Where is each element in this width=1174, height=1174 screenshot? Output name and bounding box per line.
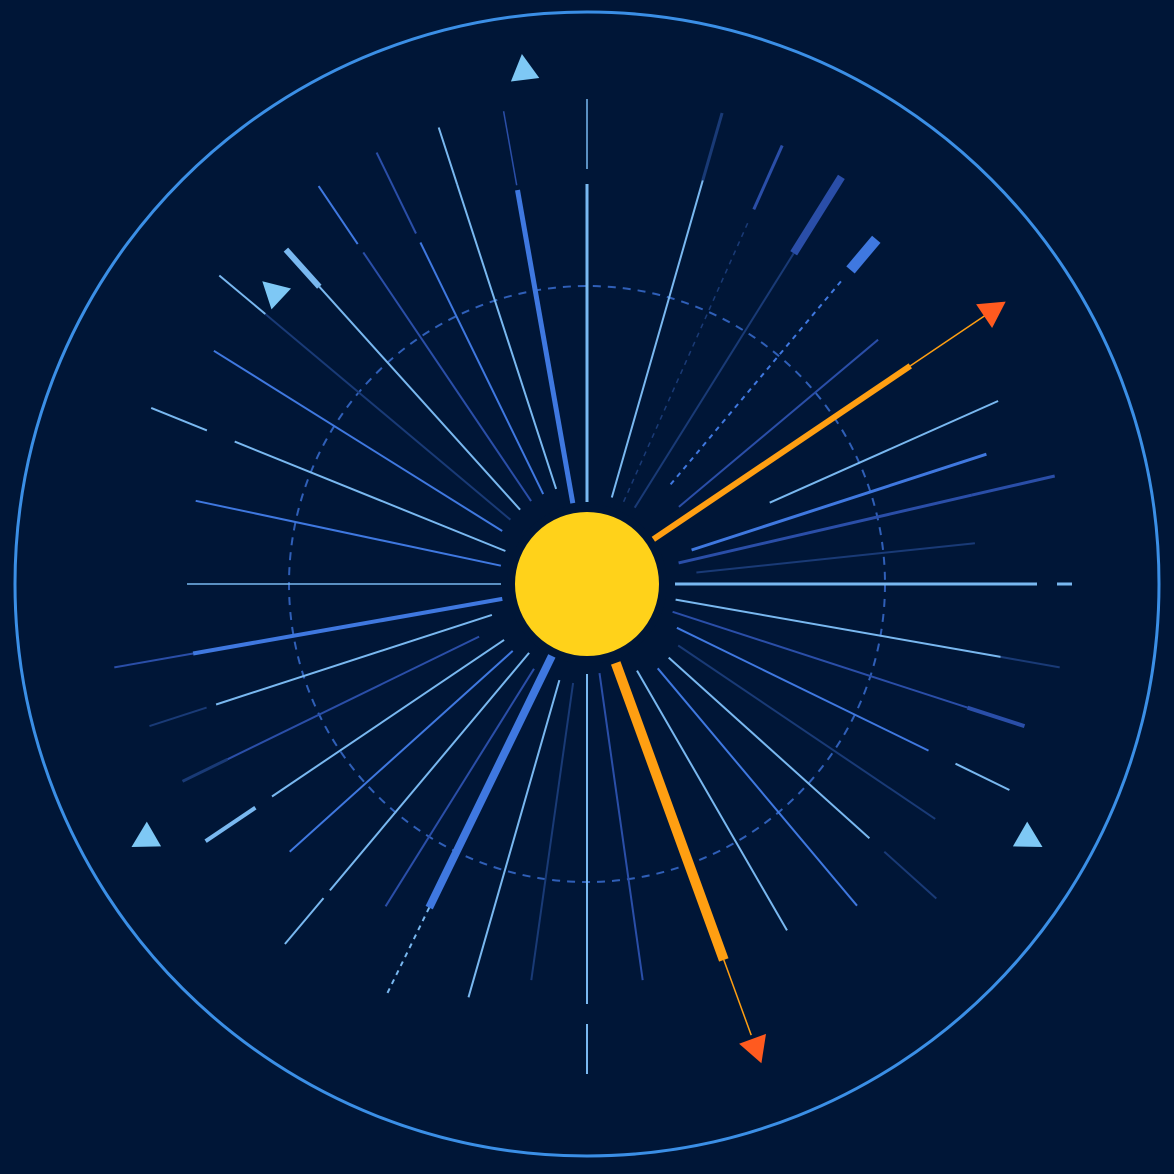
ray-39 — [676, 626, 929, 752]
ray-27-segment-0 — [284, 897, 325, 945]
ray-17-segment-0 — [218, 274, 266, 315]
ray-12 — [515, 189, 576, 504]
ray-15 — [362, 251, 532, 502]
ray-18 — [213, 349, 503, 532]
ray-24 — [227, 635, 480, 761]
ray-23-segment-0 — [149, 706, 207, 728]
ray-39-segment-0 — [955, 762, 1010, 791]
ray-3 — [691, 452, 987, 552]
ray-9-segment-0 — [752, 144, 784, 211]
ray-5-segment-0 — [909, 314, 986, 367]
core-circle — [507, 504, 667, 664]
pointer-triangle-icon-3 — [1012, 821, 1043, 847]
ray-19-segment-0 — [150, 406, 208, 432]
ray-10 — [610, 180, 704, 498]
ray-27 — [329, 652, 530, 892]
ray-8 — [633, 252, 795, 509]
ray-26 — [289, 650, 514, 853]
ray-6 — [678, 338, 879, 508]
ray-14-segment-0 — [375, 152, 417, 234]
ray-20 — [195, 499, 502, 567]
ray-33 — [598, 672, 644, 981]
ray-35 — [636, 670, 788, 931]
ray-7 — [669, 276, 845, 486]
ray-34 — [611, 661, 729, 962]
ray-38 — [677, 644, 936, 820]
ray-31 — [530, 682, 575, 981]
ray-40-segment-0 — [966, 705, 1026, 729]
ray-36 — [656, 667, 858, 907]
ray-group — [114, 99, 1072, 1074]
ray-19 — [234, 440, 506, 552]
ray-4 — [769, 400, 999, 504]
ray-7-segment-0 — [846, 235, 881, 274]
outer-ring — [13, 10, 1161, 1158]
ray-13-segment-0 — [437, 127, 459, 185]
ray-40 — [672, 610, 968, 709]
ray-5 — [651, 363, 912, 542]
pointer-triangle-icon-2 — [131, 821, 162, 847]
ray-34-segment-0 — [723, 959, 752, 1036]
ray-8-segment-0 — [790, 174, 845, 256]
ray-2-segment-0 — [971, 474, 1056, 497]
ray-15-segment-0 — [317, 185, 359, 245]
ray-29-segment-0 — [384, 907, 431, 998]
ray-37 — [668, 656, 871, 840]
ray-1 — [696, 542, 976, 574]
ray-28 — [384, 668, 535, 907]
ray-17 — [264, 313, 512, 521]
ray-10-segment-0 — [701, 112, 724, 181]
ray-14 — [419, 242, 545, 495]
ray-24-segment-0 — [181, 757, 229, 783]
ray-13 — [456, 184, 558, 490]
ray-25-segment-0 — [204, 806, 257, 843]
ray-2 — [678, 493, 973, 565]
ray-12-segment-0 — [502, 111, 518, 186]
ray-37-segment-0 — [883, 850, 937, 900]
ray-16 — [318, 286, 521, 511]
pointer-triangle-icon-0 — [510, 54, 540, 82]
ray-25 — [271, 639, 505, 798]
pointer-group — [131, 54, 1043, 847]
ray-5-arrowhead-icon — [976, 301, 1006, 328]
ray-41 — [675, 598, 1001, 658]
ray-22-segment-0 — [114, 652, 194, 669]
ray-41-segment-0 — [1000, 655, 1060, 669]
ray-22 — [192, 596, 503, 656]
ray-29 — [425, 654, 556, 910]
ray-9 — [622, 218, 751, 503]
ray-30 — [467, 679, 561, 998]
pointer-triangle-icon-1 — [262, 281, 291, 310]
ray-23 — [215, 613, 493, 706]
ray-16-segment-0 — [283, 247, 322, 289]
ray-34-arrowhead-icon — [739, 1033, 766, 1064]
